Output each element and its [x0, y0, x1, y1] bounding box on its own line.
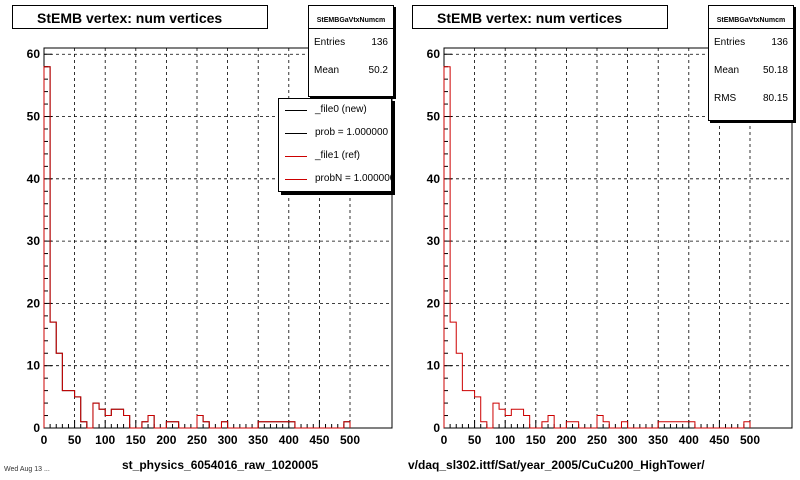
legend: _file0 (new) prob = 1.000000 _file1 (ref…: [278, 98, 392, 192]
left-y-tick-label: 20: [27, 296, 41, 310]
left-y-tick-label: 30: [27, 234, 41, 248]
right-y-tick-label: 40: [427, 172, 441, 186]
left-stats-box: StEMBGaVtxNumcm Entries 136 Mean 50.2: [308, 5, 394, 97]
left-entries-label: Entries: [314, 29, 345, 57]
left-x-tick-label: 100: [95, 433, 115, 447]
left-x-axis-title: st_physics_6054016_raw_1020005: [122, 458, 318, 472]
right-rms-label: RMS: [714, 85, 736, 113]
left-y-tick-label: 50: [27, 110, 41, 124]
right-entries-value: 136: [771, 29, 788, 57]
right-x-tick-label: 250: [587, 433, 607, 447]
legend-entry-probn: probN = 1.000000: [279, 168, 391, 191]
right-x-tick-label: 150: [526, 433, 546, 447]
right-y-tick-label: 0: [433, 421, 440, 435]
legend-label-prob: prob = 1.000000: [315, 127, 388, 138]
right-y-tick-label: 10: [427, 359, 441, 373]
footer-timestamp: Wed Aug 13 ...: [4, 466, 50, 473]
right-y-tick-label: 50: [427, 110, 441, 124]
left-chart-title: StEMB vertex: num vertices: [12, 5, 268, 29]
right-stats-title: StEMBGaVtxNumcm: [709, 6, 793, 29]
left-x-tick-label: 200: [156, 433, 176, 447]
left-x-tick-label: 350: [248, 433, 268, 447]
right-x-tick-label: 450: [709, 433, 729, 447]
left-mean-label: Mean: [314, 57, 339, 85]
right-mean-value: 50.18: [763, 57, 788, 85]
left-x-tick-label: 450: [309, 433, 329, 447]
legend-entry-prob: prob = 1.000000: [279, 122, 391, 145]
left-entries-value: 136: [371, 29, 388, 57]
legend-entry-file1: _file1 (ref): [279, 145, 391, 168]
left-x-tick-label: 300: [218, 433, 238, 447]
legend-swatch-file0: [285, 110, 307, 111]
right-x-tick-label: 50: [468, 433, 482, 447]
right-entries-label: Entries: [714, 29, 745, 57]
right-rms-value: 80.15: [763, 85, 788, 113]
right-x-tick-label: 350: [648, 433, 668, 447]
right-x-tick-label: 300: [618, 433, 638, 447]
right-chart-title: StEMB vertex: num vertices: [412, 5, 668, 29]
right-x-axis-title: v/daq_sl302.ittf/Sat/year_2005/CuCu200_H…: [408, 458, 705, 472]
left-stats-title: StEMBGaVtxNumcm: [309, 6, 393, 29]
left-y-tick-label: 0: [33, 421, 40, 435]
right-y-tick-label: 30: [427, 234, 441, 248]
legend-swatch-probn: [285, 179, 307, 180]
left-mean-value: 50.2: [369, 57, 388, 85]
left-x-tick-label: 50: [68, 433, 82, 447]
right-x-tick-label: 200: [556, 433, 576, 447]
right-x-tick-label: 500: [740, 433, 760, 447]
left-x-tick-label: 400: [279, 433, 299, 447]
right-y-tick-label: 60: [427, 47, 441, 61]
left-x-tick-label: 500: [340, 433, 360, 447]
right-x-tick-label: 0: [441, 433, 448, 447]
legend-swatch-file1: [285, 156, 307, 157]
right-x-tick-label: 100: [495, 433, 515, 447]
right-x-tick-label: 400: [679, 433, 699, 447]
right-stats-box: StEMBGaVtxNumcm Entries 136 Mean 50.18 R…: [708, 5, 794, 121]
left-y-tick-label: 60: [27, 47, 41, 61]
right-y-tick-label: 20: [427, 296, 441, 310]
legend-label-file1: _file1 (ref): [315, 150, 360, 161]
left-x-tick-label: 0: [41, 433, 48, 447]
right-mean-label: Mean: [714, 57, 739, 85]
left-y-tick-label: 10: [27, 359, 41, 373]
legend-entry-file0: _file0 (new): [279, 99, 391, 122]
left-x-tick-label: 150: [126, 433, 146, 447]
left-x-tick-label: 250: [187, 433, 207, 447]
legend-label-file0: _file0 (new): [315, 104, 367, 115]
legend-label-probn: probN = 1.000000: [315, 173, 392, 184]
left-y-tick-label: 40: [27, 172, 41, 186]
legend-swatch-prob: [285, 133, 307, 134]
